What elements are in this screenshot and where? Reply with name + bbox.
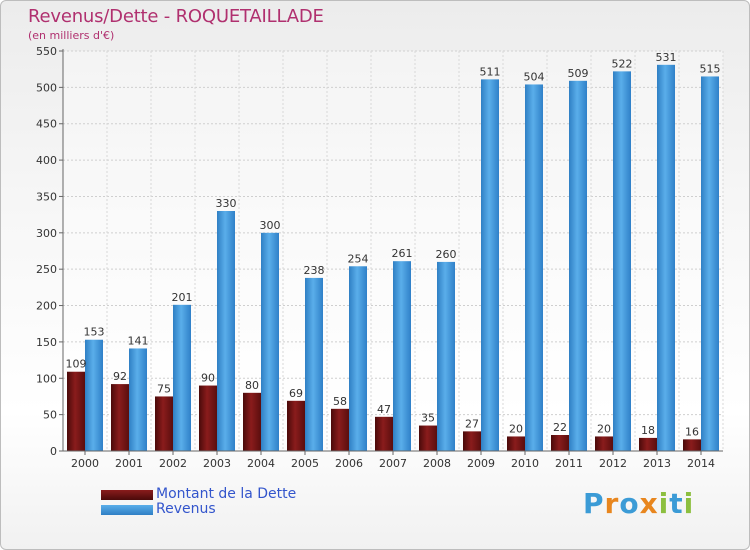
data-label-revenus: 254	[348, 252, 369, 265]
bar-dette	[639, 437, 657, 451]
bar-dette	[683, 439, 701, 451]
y-tick-label: 150	[36, 336, 57, 349]
bar-revenus	[349, 266, 367, 451]
y-tick-label: 50	[43, 409, 57, 422]
bar-revenus	[613, 71, 631, 451]
x-tick-label: 2012	[599, 457, 627, 470]
bar-dette	[155, 396, 173, 451]
bar-dette	[507, 436, 525, 451]
data-label-dette: 109	[66, 358, 87, 371]
bar-revenus	[657, 64, 675, 451]
legend-label-revenus: Revenus	[156, 501, 216, 517]
data-label-revenus: 531	[656, 51, 677, 64]
data-label-dette: 20	[509, 422, 523, 435]
x-tick-label: 2007	[379, 457, 407, 470]
data-label-dette: 80	[245, 379, 259, 392]
x-tick-label: 2013	[643, 457, 671, 470]
data-label-dette: 27	[465, 417, 479, 430]
bar-dette	[375, 416, 393, 451]
data-label-revenus: 201	[172, 291, 193, 304]
y-tick-label: 200	[36, 300, 57, 313]
x-tick-label: 2011	[555, 457, 583, 470]
data-label-dette: 90	[201, 372, 215, 385]
bar-dette	[551, 435, 569, 451]
bar-revenus	[569, 80, 587, 452]
legend-swatch-dette	[101, 490, 153, 500]
x-tick-label: 2014	[687, 457, 715, 470]
bar-dette	[243, 392, 261, 451]
bar-dette	[199, 385, 217, 451]
chart-subtitle: (en milliers d'€)	[28, 29, 115, 42]
data-label-revenus: 504	[524, 70, 545, 83]
data-label-dette: 18	[641, 424, 655, 437]
bar-dette	[419, 425, 437, 451]
bar-revenus	[701, 76, 719, 452]
x-tick-label: 2001	[115, 457, 143, 470]
chart-title: Revenus/Dette - ROQUETAILLADE	[28, 6, 324, 27]
data-label-dette: 47	[377, 403, 391, 416]
legend-swatch-revenus	[101, 505, 153, 515]
bar-revenus	[481, 79, 499, 451]
data-label-revenus: 261	[392, 247, 413, 260]
y-tick-label: 0	[50, 445, 57, 458]
x-tick-label: 2006	[335, 457, 363, 470]
y-tick-label: 500	[36, 81, 57, 94]
x-tick-label: 2010	[511, 457, 539, 470]
y-tick-label: 300	[36, 227, 57, 240]
data-label-revenus: 153	[84, 326, 105, 339]
bar-revenus	[217, 211, 235, 451]
legend-label-dette: Montant de la Dette	[156, 486, 297, 502]
data-label-dette: 58	[333, 395, 347, 408]
data-label-dette: 16	[685, 425, 699, 438]
bar-revenus	[393, 261, 411, 451]
y-tick-label: 250	[36, 263, 57, 276]
x-tick-label: 2003	[203, 457, 231, 470]
data-label-revenus: 515	[700, 62, 721, 75]
x-tick-label: 2002	[159, 457, 187, 470]
x-tick-label: 2009	[467, 457, 495, 470]
data-label-revenus: 509	[568, 67, 589, 80]
y-tick-label: 100	[36, 372, 57, 385]
data-label-revenus: 238	[304, 264, 325, 277]
bar-dette	[111, 384, 129, 451]
data-label-revenus: 300	[260, 219, 281, 232]
x-tick-label: 2008	[423, 457, 451, 470]
data-label-dette: 69	[289, 387, 303, 400]
data-label-dette: 75	[157, 382, 171, 395]
x-tick-label: 2004	[247, 457, 275, 470]
data-label-revenus: 260	[436, 248, 457, 261]
y-tick-label: 350	[36, 190, 57, 203]
bar-revenus	[305, 277, 323, 451]
bar-revenus	[173, 304, 191, 451]
data-label-revenus: 141	[128, 334, 149, 347]
bar-dette	[331, 408, 349, 451]
data-label-dette: 35	[421, 412, 435, 425]
data-label-dette: 92	[113, 370, 127, 383]
data-label-revenus: 511	[480, 65, 501, 78]
bar-revenus	[261, 232, 279, 451]
bar-dette	[463, 431, 481, 451]
y-tick-label: 400	[36, 154, 57, 167]
data-label-dette: 22	[553, 421, 567, 434]
x-tick-label: 2000	[71, 457, 99, 470]
data-label-dette: 20	[597, 422, 611, 435]
bar-dette	[287, 400, 305, 451]
bar-revenus	[85, 339, 103, 451]
x-tick-label: 2005	[291, 457, 319, 470]
bar-revenus	[525, 84, 543, 452]
data-label-revenus: 330	[216, 197, 237, 210]
bar-dette	[595, 436, 613, 451]
data-label-revenus: 522	[612, 57, 633, 70]
proxiti-logo: Proxiti	[583, 487, 695, 520]
bar-dette	[67, 371, 85, 451]
bar-revenus	[129, 348, 147, 451]
y-tick-label: 550	[36, 45, 57, 58]
y-tick-label: 450	[36, 118, 57, 131]
bar-revenus	[437, 261, 455, 451]
